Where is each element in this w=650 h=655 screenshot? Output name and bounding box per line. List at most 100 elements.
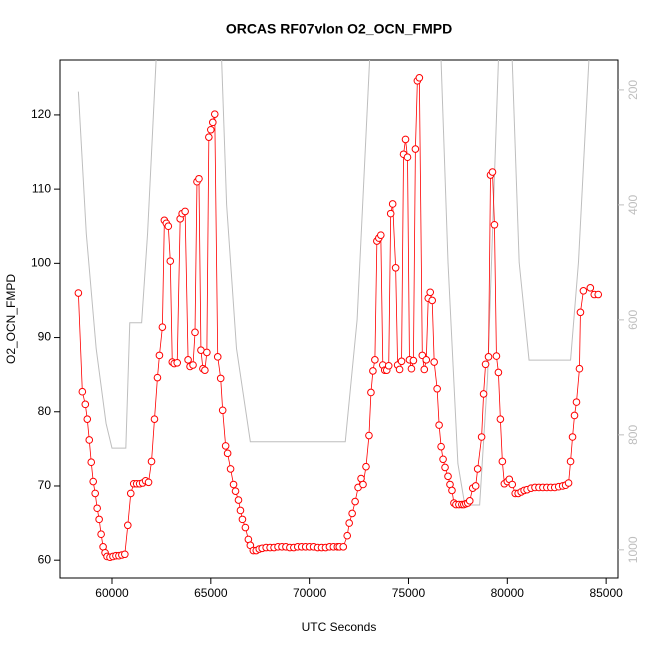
data-point (126, 489, 135, 498)
x-tick-label: 60000 (95, 586, 129, 600)
y-tick-label: 80 (38, 404, 52, 418)
data-point (576, 308, 585, 317)
data-point (87, 458, 96, 467)
data-point (78, 387, 87, 396)
data-point (575, 364, 584, 373)
data-point (444, 472, 452, 481)
data-point (484, 353, 493, 361)
series-line (77, 76, 599, 558)
data-point (201, 366, 209, 375)
data-point (439, 455, 447, 464)
data-point (401, 135, 410, 144)
data-point (377, 231, 385, 239)
data-point (362, 462, 370, 471)
data-point (420, 365, 429, 374)
data-point (121, 550, 129, 559)
data-point (241, 523, 250, 532)
y2-tick-label: 800 (626, 425, 640, 445)
data-point (508, 480, 517, 489)
data-point (407, 364, 416, 373)
data-point (218, 406, 227, 415)
data-point (492, 352, 501, 360)
x-axis-label: UTC Seconds (302, 620, 377, 634)
plot-area (74, 60, 603, 562)
data-point (572, 398, 581, 406)
data-point (348, 509, 356, 518)
data-point (448, 486, 456, 495)
data-point (481, 360, 490, 369)
data-point (490, 220, 499, 229)
data-point (83, 415, 92, 423)
x-tick-label: 80000 (491, 586, 525, 600)
data-point (238, 515, 247, 524)
data-point (203, 348, 211, 357)
data-point (231, 487, 240, 495)
plot-frame (59, 59, 619, 579)
data-point (479, 390, 488, 398)
data-point (155, 351, 164, 360)
data-point (189, 361, 197, 369)
data-point (391, 263, 400, 272)
data-point (403, 153, 412, 162)
data-point (586, 284, 595, 292)
data-point (181, 207, 189, 216)
y2-tick-label: 400 (626, 195, 640, 215)
data-point (594, 290, 603, 299)
x-tick-label: 75000 (392, 586, 426, 600)
data-point (371, 356, 379, 364)
data-point (191, 328, 199, 337)
data-point (184, 356, 192, 364)
data-point (367, 388, 375, 397)
y2-tick-label: 1000 (626, 536, 640, 563)
data-point (173, 358, 182, 367)
series-line (77, 60, 590, 506)
data-point (365, 431, 373, 440)
data-point (144, 478, 153, 487)
data-point (494, 368, 503, 377)
data-point (428, 296, 436, 305)
data-point (164, 222, 173, 231)
data-point (498, 457, 507, 466)
data-point (388, 200, 397, 208)
data-point (195, 174, 203, 183)
data-point (234, 496, 243, 504)
data-point (415, 74, 424, 82)
data-point (205, 133, 213, 141)
data-point (207, 125, 215, 134)
x-tick-label: 85000 (589, 586, 623, 600)
y-tick-label: 70 (38, 478, 52, 492)
data-point (411, 145, 420, 153)
data-point (471, 482, 480, 490)
data-point (345, 519, 353, 527)
data-point (158, 323, 167, 331)
data-point (89, 477, 98, 486)
data-point (208, 118, 217, 127)
data-point (236, 506, 245, 515)
data-point (223, 449, 232, 458)
data-point (216, 374, 225, 383)
data-point (579, 286, 588, 295)
data-point (409, 356, 418, 365)
data-point (359, 480, 367, 489)
y2-tick-label: 200 (626, 80, 640, 100)
data-point (566, 457, 575, 466)
data-point (123, 521, 132, 530)
data-point (395, 365, 404, 374)
chart-title: ORCAS RF07vlon O2_OCN_FMPD (226, 21, 452, 37)
data-point (97, 530, 105, 539)
y-tick-label: 100 (31, 256, 51, 270)
data-point (85, 436, 94, 444)
data-point (564, 479, 573, 487)
data-point (397, 357, 406, 366)
data-point (226, 465, 235, 473)
data-point (95, 515, 103, 524)
data-point (221, 442, 230, 450)
data-point (473, 465, 482, 473)
y-tick-label: 90 (38, 330, 52, 344)
data-point (210, 110, 219, 118)
data-point (74, 289, 83, 297)
data-point (229, 480, 238, 489)
data-point (386, 209, 395, 218)
data-point (496, 415, 505, 423)
